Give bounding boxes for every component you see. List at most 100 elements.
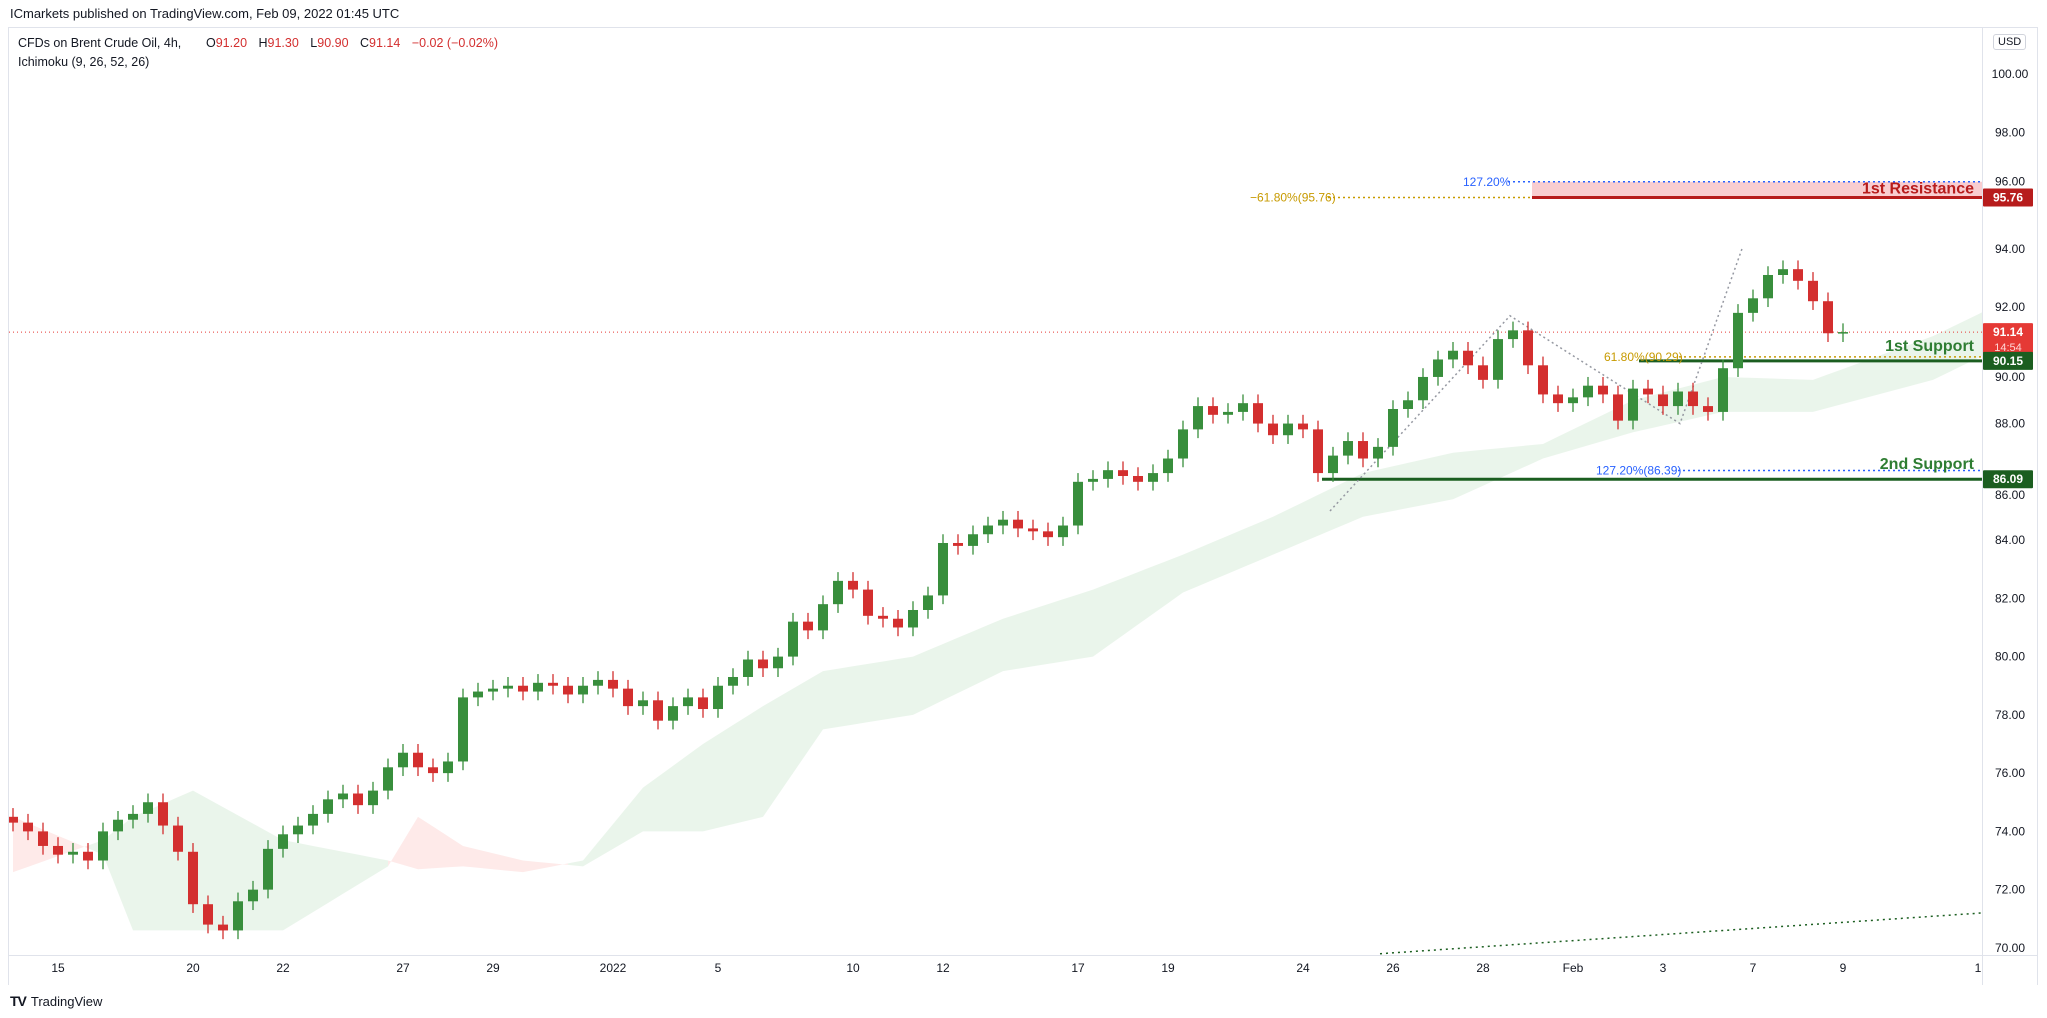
- price-tick-label: 76.00: [1995, 766, 2025, 780]
- time-tick-label: 7: [1750, 961, 1757, 975]
- cloud-segment-bullish: [1453, 451, 1468, 500]
- candle-bullish: [968, 525, 978, 555]
- candle-bearish: [623, 679, 633, 715]
- cloud-segment-bullish: [1798, 379, 1813, 412]
- price-tick-label: 90.00: [1995, 370, 2025, 384]
- candle-body: [743, 659, 753, 677]
- candle-body: [158, 802, 168, 826]
- candle-bearish: [1313, 420, 1323, 482]
- indicator-title[interactable]: Ichimoku (9, 26, 52, 26): [18, 55, 150, 69]
- candle-body: [218, 924, 228, 931]
- time-tick-label: 28: [1476, 961, 1490, 975]
- candle-body: [923, 595, 933, 610]
- candle-bullish: [488, 679, 498, 701]
- cloud-segment-bullish: [1438, 452, 1453, 503]
- candle-body: [323, 799, 333, 814]
- candle-bearish: [1118, 461, 1128, 485]
- candle-bearish: [218, 915, 228, 940]
- candle-body: [848, 580, 858, 590]
- candle-bearish: [353, 784, 363, 814]
- cloud-segment-bullish: [1363, 469, 1378, 517]
- cloud-segment-bullish: [358, 854, 373, 885]
- cloud-segment-bullish: [298, 843, 313, 922]
- cloud-segment-bearish: [538, 861, 553, 870]
- candle-body: [1568, 397, 1578, 404]
- price-tick-label: 82.00: [1995, 591, 2025, 605]
- cloud-segment-bullish: [1933, 328, 1948, 380]
- cloud-segment-bullish: [1513, 445, 1528, 473]
- candle-body: [293, 825, 303, 835]
- last-price-badge-bg: [1983, 323, 2033, 356]
- candle-bullish: [983, 516, 993, 543]
- candle-body: [1028, 528, 1038, 532]
- cloud-segment-bearish: [463, 845, 478, 868]
- cloud-segment-bullish: [1738, 377, 1753, 412]
- low-value: 90.90: [317, 36, 349, 50]
- cloud-segment-bullish: [823, 668, 838, 730]
- candle-body: [1778, 269, 1788, 275]
- candle-body: [578, 685, 588, 695]
- tradingview-brand[interactable]: TradingView: [30, 993, 103, 1009]
- candle-body: [488, 688, 498, 692]
- cloud-segment-bullish: [958, 631, 973, 694]
- candle-body: [878, 615, 888, 619]
- candle-body: [1838, 332, 1848, 334]
- candle-bullish: [743, 650, 753, 686]
- candle-bullish: [368, 781, 378, 814]
- candle-body: [788, 621, 798, 657]
- candle-bearish: [188, 843, 198, 913]
- currency-button[interactable]: USD: [1993, 34, 2027, 50]
- cloud-segment-bullish: [1093, 583, 1108, 657]
- candle-bullish: [458, 688, 468, 771]
- candle-bullish: [443, 752, 453, 782]
- candle-body: [1448, 350, 1458, 360]
- cloud-segment-bullish: [1048, 599, 1063, 664]
- cloud-segment-bullish: [1963, 314, 1978, 366]
- candle-bullish: [1223, 403, 1233, 424]
- time-tick-label: 24: [1296, 961, 1310, 975]
- cloud-segment-bullish: [1813, 374, 1828, 412]
- candle-bullish: [1838, 323, 1848, 342]
- symbol-title[interactable]: CFDs on Brent Crude Oil, 4h,: [18, 36, 182, 50]
- cloud-segment-bullish: [1828, 368, 1843, 408]
- price-tick-label: 100.00: [1992, 67, 2029, 81]
- candle-body: [1223, 411, 1233, 415]
- candle-bullish: [998, 510, 1008, 535]
- candle-body: [908, 609, 918, 628]
- candle-bearish: [1463, 341, 1473, 375]
- cloud-segment-bullish: [808, 671, 823, 752]
- cloud-segment-bullish: [1843, 363, 1858, 404]
- resistance-price-badge: 95.76: [1993, 191, 2023, 205]
- candle-body: [1148, 473, 1158, 482]
- cloud-segment-bullish: [1573, 422, 1588, 450]
- cloud-segment-bullish: [1903, 341, 1918, 388]
- ohlc-values: O91.20 H91.30 L90.90 C91.14 −0.02 (−0.02…: [206, 34, 506, 53]
- candle-body: [1088, 478, 1098, 482]
- cloud-segment-bullish: [598, 824, 613, 858]
- cloud-segment-bullish: [208, 798, 223, 931]
- candle-body: [968, 534, 978, 546]
- candle-bearish: [1478, 356, 1488, 389]
- candle-bearish: [698, 688, 708, 718]
- cloud-segment-bullish: [1408, 459, 1423, 509]
- cloud-segment-bullish: [748, 706, 763, 821]
- candle-bullish: [1073, 473, 1083, 535]
- candle-body: [608, 679, 618, 689]
- cloud-segment-bullish: [778, 688, 793, 795]
- candle-bearish: [758, 650, 768, 677]
- candle-bullish: [1433, 350, 1443, 386]
- cloud-segment-bullish: [1783, 378, 1798, 412]
- candle-body: [23, 822, 33, 832]
- candle-body: [533, 682, 543, 692]
- candle-body: [683, 697, 693, 707]
- candle-body: [1253, 403, 1263, 424]
- cloud-segment-bearish: [508, 856, 523, 873]
- candle-bearish: [1598, 376, 1608, 404]
- candle-body: [1478, 365, 1488, 380]
- candle-body: [278, 834, 288, 849]
- drawing-labels: 127.20% −61.80%(95.76) 61.80%(90.29) 127.20…: [1250, 175, 1975, 478]
- candle-bearish: [1823, 292, 1833, 342]
- candle-body: [1283, 423, 1293, 436]
- candle-body: [938, 542, 948, 596]
